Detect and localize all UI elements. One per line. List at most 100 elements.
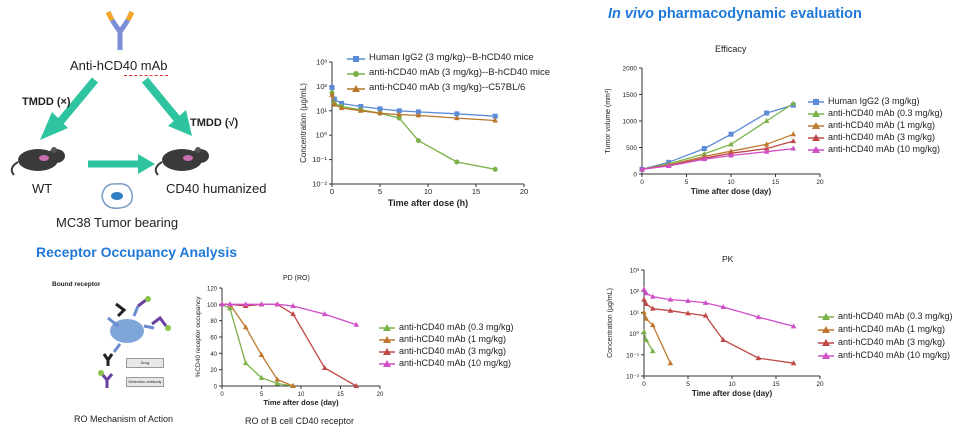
data-point [258, 351, 265, 357]
detection-antibody-icon [98, 370, 114, 388]
drug-antibody-icon [102, 353, 114, 366]
y-tick-label: 100 [207, 303, 218, 309]
data-point [790, 360, 797, 366]
x-tick-label: 5 [685, 179, 689, 186]
legend-swatch [818, 326, 834, 333]
drug-label: Drug [140, 360, 150, 365]
data-point [643, 300, 649, 306]
legend-label: anti-hCD40 mAb (3 mg/kg)--C57BL/6 [369, 82, 526, 93]
data-point [643, 315, 649, 321]
data-point [242, 301, 249, 307]
data-point [353, 383, 360, 388]
data-point [764, 110, 770, 116]
data-point [492, 166, 498, 172]
legend-swatch [818, 352, 834, 359]
y-tick-label: 20 [210, 368, 217, 374]
humanized-mouse-icon [154, 147, 209, 176]
x-tick-label: 5 [686, 381, 690, 388]
data-point [331, 101, 338, 107]
y-tick-label: 10⁰ [316, 131, 327, 140]
data-point [702, 299, 709, 305]
detection-label: Detection antibody [128, 379, 162, 384]
data-point [492, 113, 498, 119]
data-point [641, 309, 647, 315]
x-tick-label: 0 [640, 179, 644, 186]
legend-label: Human IgG2 (3 mg/kg) [828, 96, 920, 106]
y-tick-label: 10³ [316, 58, 327, 67]
y-tick-label: 120 [207, 287, 218, 293]
x-tick-label: 15 [772, 381, 780, 388]
x-axis-label: Time after dose (day) [263, 398, 339, 407]
ro-chart-title: PD (RO) [283, 275, 310, 282]
data-point [755, 355, 762, 361]
data-point [492, 117, 498, 123]
data-point [667, 296, 674, 302]
legend-label: anti-hCD40 mAb (3 mg/kg) [399, 346, 507, 356]
data-point [701, 150, 708, 156]
data-point [258, 374, 265, 380]
legend-swatch [379, 324, 395, 331]
data-point [639, 166, 645, 172]
y-tick-label: 1500 [623, 92, 638, 99]
data-point [396, 108, 402, 114]
series-line [643, 312, 671, 364]
data-point [338, 105, 345, 111]
tmdd-right-label: TMDD (√) [190, 117, 239, 129]
data-point [641, 328, 647, 334]
x-tick-label: 5 [378, 187, 382, 196]
data-point [290, 311, 296, 317]
legend-label: anti-hCD40 mAb (0.3 mg/kg) [838, 311, 953, 321]
data-point [329, 85, 335, 91]
legend-label: anti-hCD40 mAb (0.3 mg/kg) [828, 108, 943, 118]
data-point [258, 301, 265, 307]
legend-label: anti-hCD40 mAb (10 mg/kg) [838, 350, 951, 360]
legend-label: anti-hCD40 mAb (0.3 mg/kg) [399, 322, 514, 332]
y-tick-label: 10¹ [630, 310, 640, 317]
x-tick-label: 10 [727, 179, 735, 186]
data-point [353, 321, 360, 327]
data-point [685, 297, 691, 303]
legend-label: anti-hCD40 mAb (3 mg/kg)--B-hCD40 mice [369, 67, 551, 78]
legend-swatch [808, 110, 824, 117]
x-tick-label: 10 [298, 392, 305, 398]
data-point [358, 107, 364, 113]
tmdd-graphic [10, 10, 209, 209]
bound-receptor-label: Bound receptor [52, 281, 101, 288]
data-point [641, 286, 647, 292]
detection-legend-box: Detection antibody [126, 377, 164, 387]
ro-mechanism-label: RO Mechanism of Action [74, 414, 174, 424]
y-axis-label: Concentration (µg/mL) [607, 288, 614, 358]
legend-label: Human IgG2 (3 mg/kg)--B-hCD40 mice [369, 52, 534, 63]
legend-label: anti-hCD40 mAb (1 mg/kg) [838, 324, 946, 334]
invivo-heading-italic: In vivo [608, 6, 654, 22]
pk-chart: 0 5 10 15 20 10³ 10² 10¹ 10⁰ 10⁻¹ 10⁻² Time after d… [607, 268, 824, 399]
tmdd-right-arrow [141, 77, 192, 136]
antibody-label-underline [124, 73, 168, 76]
data-point [415, 138, 421, 144]
data-point [763, 141, 770, 147]
data-point [339, 100, 345, 106]
humanized-label: CD40 humanized [166, 181, 267, 196]
bound-antibody-icon [115, 296, 171, 331]
data-point [329, 91, 335, 97]
legend-label: anti-hCD40 mAb (10 mg/kg) [399, 358, 512, 368]
y-tick-label: 10⁻² [312, 180, 327, 189]
data-point [790, 138, 797, 144]
y-tick-label: 10³ [630, 268, 640, 275]
data-point [242, 360, 249, 366]
data-point [641, 296, 647, 302]
data-point [219, 301, 225, 307]
data-point [321, 365, 328, 371]
ro-heading: Receptor Occupancy Analysis [36, 244, 238, 260]
legend-swatch [808, 146, 824, 153]
tumor-cell-icon [101, 182, 133, 209]
y-tick-label: 10⁻² [626, 374, 640, 381]
legend-swatch [379, 336, 395, 343]
data-point [377, 106, 383, 112]
x-tick-label: 15 [337, 392, 344, 398]
x-axis-label: Time after dose (h) [388, 198, 468, 208]
efficacy-chart: 0 5 10 15 20 0 500 1000 1500 2000 Time after dose … [605, 66, 824, 197]
data-point [790, 100, 797, 106]
antibody-label: Anti-hCD40 mAb [70, 58, 168, 73]
data-point [701, 156, 708, 162]
